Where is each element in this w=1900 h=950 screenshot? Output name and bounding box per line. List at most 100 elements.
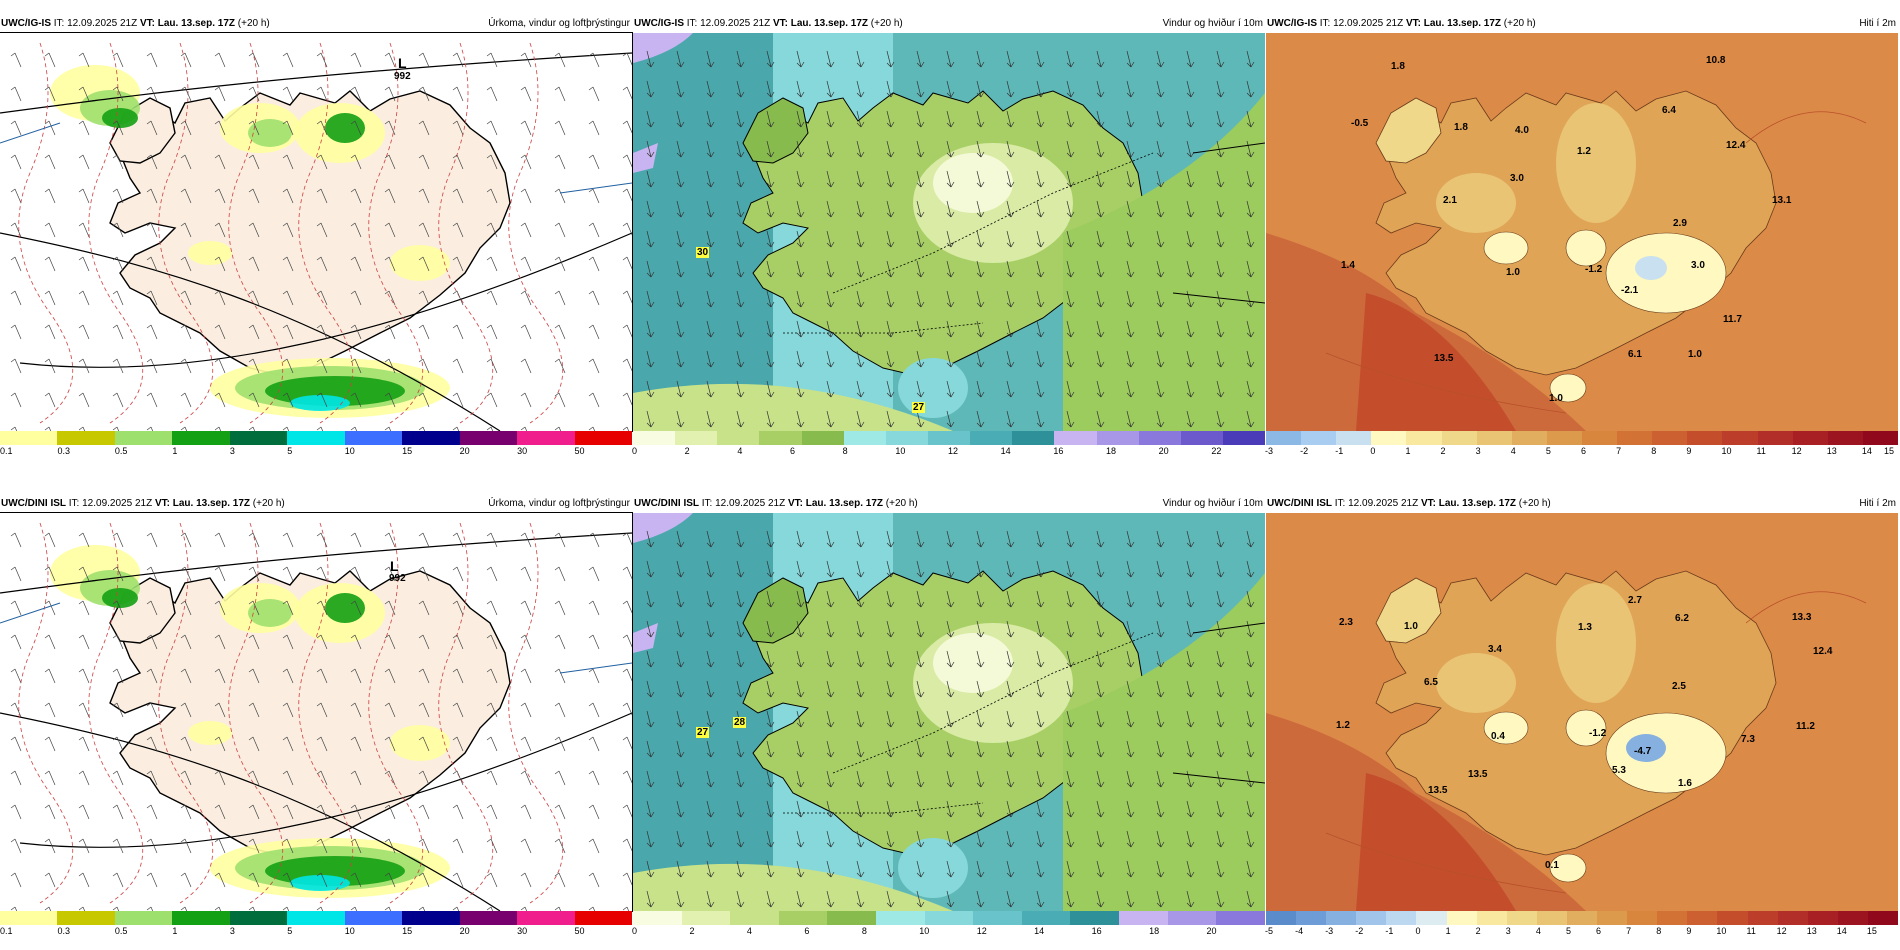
colorbar-swatch (1862, 431, 1898, 445)
colorbar-tick-label: 22 (1211, 446, 1222, 456)
colorbar-tick-label: 10 (1716, 926, 1727, 936)
colorbar-tick-label: -3 (1265, 446, 1274, 456)
colorbar-swatch (1296, 911, 1327, 925)
colorbar-swatch (681, 911, 731, 925)
colorbar (633, 431, 1266, 445)
map-value-label: 10.8 (1706, 55, 1726, 66)
colorbar-swatch (172, 911, 230, 925)
colorbar-tick-label: 14 (1000, 446, 1011, 456)
colorbar-tick-label: 10 (1721, 446, 1732, 456)
valid-time-label: VT: (1420, 498, 1436, 509)
colorbar-tick-label: 15 (1866, 926, 1877, 936)
colorbar-ticks: 0.1 0.3 0.5 1 3 5 10 15 20 30 50 (0, 446, 632, 458)
colorbar-tick-label: 7 (1616, 446, 1622, 456)
map-value-label: 12.4 (1726, 140, 1746, 151)
colorbar-tick-label: -1 (1385, 926, 1394, 936)
colorbar-swatch (1167, 911, 1217, 925)
colorbar-swatch (57, 431, 115, 445)
colorbar-tick-label: 1 (1445, 926, 1451, 936)
colorbar-swatch (1581, 431, 1618, 445)
map-panel-p2: UWC/IG-IS IT: 12.09.2025 21Z VT: Lau. 13… (632, 16, 1266, 461)
forecast-map: 2.3 1.0 2.7 6.2 13.3 12.4 3.4 1.3 6.5 2.5 1.2 0.4 -1… (1266, 513, 1898, 911)
map-value-label: 5.3 (1612, 765, 1626, 776)
colorbar-tick-label: 2 (1475, 926, 1481, 936)
panel-header-left: UWC/DINI ISL IT: 12.09.2025 21Z VT: Lau.… (1267, 496, 1551, 512)
low-pressure-value: 992 (389, 573, 406, 584)
colorbar-tick-label: 13 (1806, 926, 1817, 936)
panel-header: UWC/IG-IS IT: 12.09.2025 21Z VT: Lau. 13… (0, 16, 632, 32)
panel-header-left: UWC/DINI ISL IT: 12.09.2025 21Z VT: Lau.… (634, 496, 918, 512)
map-value-label: 1.0 (1549, 393, 1563, 404)
map-value-label: 1.0 (1688, 349, 1702, 360)
colorbar-swatch (924, 911, 974, 925)
colorbar-swatch (344, 911, 403, 925)
valid-time-label: VT: (154, 498, 170, 509)
colorbar-tick-label: 1 (1405, 446, 1411, 456)
map-value-label: 13.3 (1792, 612, 1812, 623)
init-time: IT: 12.09.2025 21Z (68, 498, 153, 509)
colorbar-tick-label: 12 (948, 446, 959, 456)
colorbar-tick-label: 1 (172, 446, 178, 456)
colorbar-tick-label: -2 (1300, 446, 1309, 456)
colorbar-swatch (1336, 431, 1372, 445)
colorbar-tick-label: 1 (172, 926, 178, 936)
colorbar-tick-label: -3 (1325, 926, 1334, 936)
init-time: IT: 12.09.2025 21Z (701, 498, 786, 509)
map-graphic (1266, 33, 1898, 431)
map-value-label: 4.0 (1515, 125, 1529, 136)
colorbar-tick-label: 0.1 (0, 926, 13, 936)
panel-title: Hiti í 2m (1859, 18, 1896, 29)
colorbar-swatch (459, 911, 518, 925)
colorbar-swatch (172, 431, 230, 445)
map-value-label: 3.0 (1691, 260, 1705, 271)
valid-time: Lau. 13.sep. 17Z (157, 18, 236, 29)
map-value-label: 28 (733, 717, 747, 728)
map-panel-p3: UWC/IG-IS IT: 12.09.2025 21Z VT: Lau. 13… (1265, 16, 1898, 461)
colorbar-tick-label: 3 (1505, 926, 1511, 936)
valid-time-label: VT: (772, 18, 788, 29)
map-graphic (1266, 513, 1898, 911)
model-name: UWC/DINI ISL (634, 498, 699, 509)
map-value-label: 11.2 (1796, 721, 1815, 732)
colorbar-tick-label: 15 (1884, 446, 1895, 456)
colorbar-tick-label: 16 (1091, 926, 1102, 936)
colorbar-swatch (1747, 911, 1778, 925)
map-value-label: 27 (912, 402, 926, 413)
map-value-label: 1.0 (1506, 267, 1520, 278)
colorbar-swatch (1180, 431, 1223, 445)
colorbar-tick-label: 8 (1651, 446, 1657, 456)
colorbar-swatch (1070, 911, 1120, 925)
map-graphic (0, 33, 632, 431)
colorbar-swatch (1301, 431, 1337, 445)
colorbar-tick-label: 4 (746, 926, 752, 936)
colorbar-tick-label: 4 (737, 446, 743, 456)
colorbar-tick-label: 0.5 (114, 926, 128, 936)
map-value-label: -1.2 (1589, 728, 1607, 739)
map-value-label: 2.7 (1628, 595, 1642, 606)
colorbar-tick-label: 20 (1158, 446, 1169, 456)
colorbar-tick-label: 5 (1565, 926, 1571, 936)
colorbar-tick-label: 10 (919, 926, 930, 936)
colorbar-swatch (1441, 431, 1477, 445)
map-value-label: 6.1 (1628, 349, 1642, 360)
panel-title: Hiti í 2m (1859, 498, 1896, 509)
colorbar-tick-label: 30 (517, 926, 528, 936)
colorbar-swatch (0, 911, 58, 925)
init-time: IT: 12.09.2025 21Z (53, 18, 138, 29)
low-pressure-marker: L (398, 55, 407, 71)
colorbar-swatch (1054, 431, 1097, 445)
panel-title: Vindur og hviður í 10m (1162, 498, 1263, 509)
map-value-label: 6.4 (1662, 105, 1676, 116)
model-name: UWC/DINI ISL (1267, 498, 1332, 509)
panel-header-left: UWC/IG-IS IT: 12.09.2025 21Z VT: Lau. 13… (634, 16, 903, 32)
map-value-label: 12.4 (1813, 646, 1833, 657)
colorbar-tick-label: 9 (1686, 926, 1692, 936)
colorbar-tick-label: 0 (632, 446, 638, 456)
colorbar-tick-label: 12 (1791, 446, 1802, 456)
colorbar-tick-label: 12 (976, 926, 987, 936)
map-graphic (633, 513, 1265, 911)
colorbar-swatch (1416, 911, 1447, 925)
colorbar-tick-label: 5 (1545, 446, 1551, 456)
colorbar-swatch (1216, 911, 1265, 925)
map-value-label: 1.2 (1336, 720, 1350, 731)
